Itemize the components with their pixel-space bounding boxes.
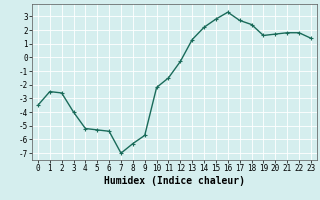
X-axis label: Humidex (Indice chaleur): Humidex (Indice chaleur)	[104, 176, 245, 186]
